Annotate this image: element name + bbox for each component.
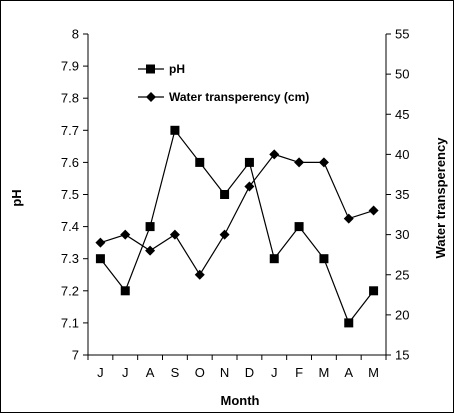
- x-tick-label: J: [271, 365, 278, 380]
- legend-marker-water: [146, 92, 156, 102]
- data-point: [318, 157, 329, 168]
- right-y-tick-label: 25: [395, 267, 409, 282]
- data-point: [170, 125, 180, 135]
- series-water-transperency: [95, 149, 379, 280]
- legend-label-ph: pH: [169, 62, 185, 76]
- x-tick-label: S: [171, 365, 180, 380]
- data-point: [95, 237, 106, 248]
- left-y-tick-label: 7.4: [61, 219, 79, 234]
- x-tick-label: N: [220, 365, 229, 380]
- left-y-axis-ticks: 7 7.1 7.2 7.3 7.4 7.5 7.6 7.7 7.8 7.9 8: [61, 27, 88, 363]
- left-y-tick-label: 7.6: [61, 155, 79, 170]
- left-y-tick-label: 7.3: [61, 251, 79, 266]
- data-point: [219, 229, 230, 240]
- x-tick-label: D: [245, 365, 254, 380]
- x-tick-label: A: [344, 365, 353, 380]
- left-y-tick-label: 7.2: [61, 283, 79, 298]
- legend-marker-ph: [146, 64, 155, 74]
- data-point: [120, 286, 130, 296]
- data-point: [319, 254, 329, 264]
- x-tick-label: M: [318, 365, 329, 380]
- data-point: [195, 157, 205, 167]
- data-point: [244, 157, 254, 167]
- data-point: [294, 157, 305, 168]
- data-point: [120, 229, 131, 240]
- series-ph: [95, 125, 379, 328]
- series-line: [99, 128, 375, 325]
- data-point: [294, 222, 304, 232]
- data-point: [145, 245, 156, 256]
- right-y-tick-label: 35: [395, 187, 409, 202]
- right-y-axis-title: Water transperency: [433, 137, 448, 259]
- data-point: [369, 286, 379, 296]
- left-y-tick-label: 7.9: [61, 59, 79, 74]
- left-y-tick-label: 7.8: [61, 91, 79, 106]
- data-point: [344, 318, 354, 328]
- x-tick-label: J: [122, 365, 129, 380]
- data-point: [244, 181, 255, 192]
- x-tick-label: A: [146, 365, 155, 380]
- legend: pH Water transperency (cm): [138, 62, 309, 104]
- right-y-axis-ticks: 15 20 25 30 35 40 45 50 55: [386, 27, 409, 363]
- right-y-tick-label: 45: [395, 107, 409, 122]
- legend-label-water: Water transperency (cm): [169, 90, 309, 104]
- left-y-tick-label: 7.5: [61, 187, 79, 202]
- right-y-tick-label: 20: [395, 307, 409, 322]
- data-point: [95, 254, 105, 264]
- data-point: [220, 190, 230, 199]
- x-tick-label: O: [195, 365, 205, 380]
- series-line: [100, 153, 374, 276]
- data-point: [145, 222, 155, 232]
- data-point: [368, 205, 379, 216]
- left-y-tick-label: 7.1: [61, 315, 79, 330]
- data-point: [343, 213, 354, 224]
- right-y-tick-label: 55: [395, 27, 409, 42]
- left-y-axis-title: pH: [9, 189, 24, 206]
- right-y-tick-label: 50: [395, 67, 409, 82]
- x-axis-title: Month: [221, 393, 260, 408]
- right-y-tick-label: 40: [395, 147, 409, 162]
- left-y-tick-label: 7: [72, 348, 79, 363]
- x-tick-label: J: [97, 365, 104, 380]
- data-point: [269, 254, 279, 264]
- axes: [87, 34, 387, 356]
- series-layer: [95, 125, 379, 328]
- left-y-tick-label: 7.7: [61, 123, 79, 138]
- x-tick-label: M: [368, 365, 379, 380]
- data-point: [269, 149, 280, 160]
- right-y-tick-label: 15: [395, 348, 409, 363]
- x-tick-label: F: [295, 365, 303, 380]
- data-point: [194, 269, 205, 280]
- left-y-tick-label: 8: [72, 27, 79, 42]
- data-point: [169, 229, 180, 240]
- right-y-tick-label: 30: [395, 227, 409, 242]
